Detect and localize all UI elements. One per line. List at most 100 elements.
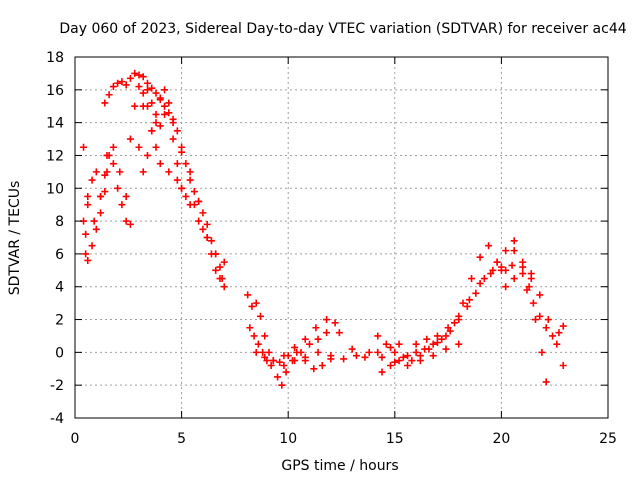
data-point: [387, 361, 395, 369]
data-point: [103, 168, 111, 176]
data-point: [291, 357, 299, 365]
data-point: [278, 381, 286, 389]
data-point: [252, 299, 260, 307]
data-point: [549, 332, 557, 340]
data-point: [169, 135, 177, 143]
data-point: [216, 275, 224, 283]
data-point: [148, 84, 156, 92]
data-point: [318, 361, 326, 369]
data-point: [250, 332, 258, 340]
data-point: [199, 225, 207, 233]
data-point: [212, 266, 220, 274]
data-point: [510, 247, 518, 255]
series-track-evening-2: [502, 270, 567, 369]
data-point: [148, 99, 156, 107]
data-point: [82, 230, 90, 238]
data-point: [438, 335, 446, 343]
data-point: [485, 242, 493, 250]
data-point: [161, 102, 169, 110]
data-point: [178, 143, 186, 151]
y-tick-label: 2: [55, 313, 64, 329]
data-point: [126, 220, 134, 228]
data-point: [220, 258, 228, 266]
data-point: [378, 368, 386, 376]
data-point: [122, 192, 130, 200]
data-point: [203, 220, 211, 228]
y-tick-label: 0: [55, 345, 64, 361]
data-point: [248, 302, 256, 310]
data-point: [195, 217, 203, 225]
data-point: [404, 361, 412, 369]
data-point: [274, 373, 282, 381]
data-point: [173, 127, 181, 135]
data-point: [301, 353, 309, 361]
data-point: [178, 184, 186, 192]
data-point: [348, 345, 356, 353]
data-point: [542, 324, 550, 332]
data-point: [423, 335, 431, 343]
data-point: [265, 348, 273, 356]
data-point: [416, 352, 424, 360]
data-point: [399, 353, 407, 361]
data-point: [544, 316, 552, 324]
data-point: [195, 197, 203, 205]
data-point: [365, 348, 373, 356]
data-point: [165, 99, 173, 107]
y-tick-label: 8: [55, 214, 64, 230]
data-point: [152, 110, 160, 118]
data-point: [323, 329, 331, 337]
data-point: [203, 234, 211, 241]
series-track-morning-3: [135, 86, 226, 283]
data-point: [276, 358, 284, 366]
x-tick-label: 0: [71, 431, 80, 447]
data-point: [254, 340, 262, 348]
data-point: [508, 261, 516, 269]
data-point: [433, 332, 441, 340]
data-point: [455, 340, 463, 348]
data-point: [126, 74, 134, 82]
data-point: [114, 79, 122, 87]
data-point: [429, 340, 437, 348]
data-point: [559, 322, 567, 330]
data-point: [487, 270, 495, 278]
data-point: [497, 266, 505, 274]
data-point: [165, 168, 173, 176]
data-point: [161, 86, 169, 94]
data-point: [109, 83, 117, 91]
data-point: [122, 217, 130, 225]
data-point: [476, 253, 484, 261]
data-point: [92, 168, 100, 176]
data-point: [314, 335, 322, 343]
data-point: [412, 348, 420, 356]
y-tick-label: 10: [46, 181, 64, 197]
data-point: [502, 247, 510, 255]
series-track-afternoon-3: [412, 261, 535, 348]
data-point: [314, 348, 322, 356]
data-point: [135, 83, 143, 91]
data-point: [459, 299, 467, 307]
data-point: [97, 209, 105, 217]
x-tick-label: 15: [386, 431, 404, 447]
data-point: [529, 299, 537, 307]
data-point: [442, 332, 450, 340]
data-point: [450, 319, 458, 327]
data-point: [465, 296, 473, 304]
data-point: [143, 79, 151, 87]
y-tick-label: 4: [55, 280, 64, 296]
data-point: [455, 312, 463, 320]
data-point: [156, 122, 164, 130]
x-tick-label: 20: [492, 431, 510, 447]
data-point: [148, 127, 156, 135]
data-point: [378, 353, 386, 361]
series-track-evening-3: [523, 286, 567, 340]
data-point: [220, 283, 228, 291]
data-point: [323, 316, 331, 324]
data-point: [387, 343, 395, 351]
data-point: [190, 201, 198, 209]
data-point: [301, 335, 309, 343]
data-point: [186, 176, 194, 184]
data-point: [131, 69, 139, 77]
y-tick-label: -4: [50, 411, 64, 427]
data-point: [103, 151, 111, 159]
y-tick-label: 16: [46, 83, 64, 99]
